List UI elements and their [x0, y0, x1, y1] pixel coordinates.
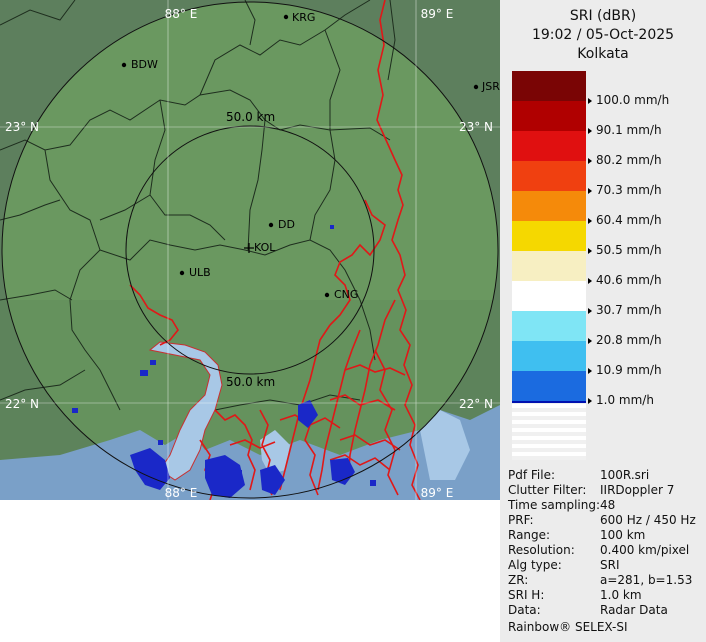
metadata-value: 100R.sri: [600, 468, 650, 482]
district-boundaries: [0, 0, 396, 411]
metadata-value: Radar Data: [600, 603, 668, 617]
station-name: Kolkata: [577, 46, 629, 62]
range-ring-50km: [125, 125, 375, 375]
metadata-value: a=281, b=1.53: [600, 573, 693, 587]
city-label-bdw: BDW: [131, 58, 158, 71]
legend-swatch: [512, 131, 586, 161]
city-label-jsr: JSR: [481, 80, 500, 93]
legend-no-data-swatch: [512, 403, 586, 460]
legend-swatch: [512, 341, 586, 371]
radar-map[interactable]: 88° E 89° E 23° N 23° N 22° N 22° N 88° …: [0, 0, 500, 500]
metadata-value: 48: [600, 498, 616, 512]
radar-range-fill: [2, 2, 498, 498]
city-label-ulb: ULB: [189, 266, 211, 279]
legend-swatch: [512, 161, 586, 191]
city-label-krg: KRG: [292, 11, 315, 24]
range-label-north: 50.0 km: [226, 110, 275, 124]
legend-label: 80.2 mm/h: [596, 153, 662, 167]
grid-label-lat-left-2: 22° N: [5, 397, 39, 411]
legend-label: 40.6 mm/h: [596, 273, 662, 287]
range-ring-100km: [1, 1, 499, 499]
metadata-key: Resolution:: [508, 543, 575, 557]
grid-label-lon-bottom-1: 88° E: [165, 486, 198, 500]
city-marker-krg: [283, 14, 289, 20]
legend-label: 20.8 mm/h: [596, 333, 662, 347]
legend-label: 30.7 mm/h: [596, 303, 662, 317]
legend-pointer-icon: [588, 368, 592, 374]
product-title: SRI (dBR): [569, 8, 637, 24]
sea-area: [0, 405, 500, 500]
coast-water-right: [420, 410, 470, 480]
legend-pointer-icon: [588, 248, 592, 254]
legend-label: 1.0 mm/h: [596, 393, 654, 407]
grid-label-lon-top-2: 89° E: [421, 7, 454, 21]
grid-label-lat-right-1: 23° N: [459, 120, 493, 134]
grid-label-lat-right-2: 22° N: [459, 397, 493, 411]
grid-label-lon-top-1: 88° E: [165, 7, 198, 21]
precipitation-cells: [72, 225, 376, 498]
legend-swatch: [512, 101, 586, 131]
range-label-south: 50.0 km: [226, 375, 275, 389]
metadata-key: PRF:: [508, 513, 534, 527]
legend-pointer-icon: [588, 218, 592, 224]
legend-pointer-icon: [588, 308, 592, 314]
info-panel: SRI (dBR) 19:02 / 05-Oct-2025 Kolkata 10…: [500, 0, 706, 642]
metadata-key: SRI H:: [508, 588, 545, 602]
island-shape: [260, 430, 290, 475]
legend-swatch: [512, 71, 586, 101]
metadata-value: IIRDoppler 7: [600, 483, 675, 497]
metadata-key: Pdf File:: [508, 468, 556, 482]
legend-label: 90.1 mm/h: [596, 123, 662, 137]
metadata-key: ZR:: [508, 573, 529, 587]
metadata-value: 600 Hz / 450 Hz: [600, 513, 696, 527]
legend-label: 50.5 mm/h: [596, 243, 662, 257]
grid-label-lat-left-1: 23° N: [5, 120, 39, 134]
legend-swatch: [512, 281, 586, 311]
radar-site-icon: [244, 243, 254, 253]
city-label-dd: DD: [278, 218, 295, 231]
city-marker-ulb: [179, 270, 185, 276]
city-marker-cng: [324, 292, 330, 298]
city-marker-bdw: [121, 62, 127, 68]
legend-pointer-icon: [588, 158, 592, 164]
metadata-key: Alg type:: [508, 558, 562, 572]
product-datetime: 19:02 / 05-Oct-2025: [531, 27, 675, 43]
legend-swatch: [512, 221, 586, 251]
legend-pointer-icon: [588, 188, 592, 194]
city-label-cng: CNG: [334, 288, 358, 301]
legend-label: 60.4 mm/h: [596, 213, 662, 227]
legend-swatch: [512, 191, 586, 221]
legend-pointer-icon: [588, 128, 592, 134]
footer-credit: Rainbow® SELEX-SI: [508, 620, 628, 634]
metadata-value: 100 km: [600, 528, 646, 542]
legend-pointer-icon: [588, 338, 592, 344]
metadata-value: 0.400 km/pixel: [600, 543, 690, 557]
metadata-key: Data:: [508, 603, 541, 617]
grid-label-lon-bottom-2: 89° E: [421, 486, 454, 500]
legend-label: 100.0 mm/h: [596, 93, 670, 107]
metadata-key: Clutter Filter:: [508, 483, 587, 497]
legend-pointer-icon: [588, 98, 592, 104]
metadata-value: SRI: [600, 558, 620, 572]
metadata-key: Range:: [508, 528, 551, 542]
metadata-key: Time sampling:: [508, 498, 601, 512]
city-label-kol: KOL: [254, 241, 276, 254]
hooghly-estuary: [148, 341, 223, 481]
legend-label: 70.3 mm/h: [596, 183, 662, 197]
legend-label: 10.9 mm/h: [596, 363, 662, 377]
city-marker-dd: [268, 222, 274, 228]
legend-swatch: [512, 311, 586, 341]
graticule: [0, 0, 500, 500]
legend-swatch: [512, 251, 586, 281]
legend-pointer-icon: [588, 398, 592, 404]
city-marker-jsr: [473, 84, 479, 90]
legend-swatch: [512, 371, 586, 401]
legend-pointer-icon: [588, 278, 592, 284]
metadata-value: 1.0 km: [600, 588, 642, 602]
